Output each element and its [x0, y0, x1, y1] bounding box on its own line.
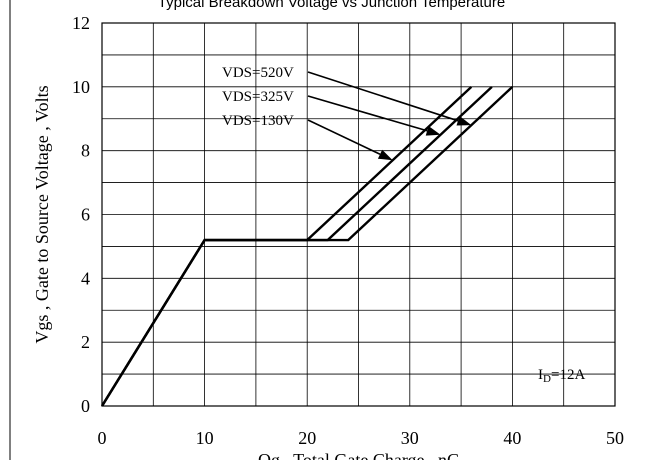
series-arrow	[307, 71, 459, 122]
x-tick-label: 10	[196, 428, 214, 448]
x-tick-label: 30	[401, 428, 419, 448]
series-line	[100, 85, 473, 407]
x-tick-labels: 0 10 20 30 40 50	[98, 428, 625, 448]
series-lines	[100, 85, 514, 407]
x-tick-label: 20	[298, 428, 316, 448]
series-labels: VDS=520V VDS=325V VDS=130V	[222, 65, 472, 161]
series-arrowhead	[377, 149, 393, 161]
x-axis-label: Qg , Total Gate Charge , nC	[258, 450, 459, 460]
chart-title: Typical Breakdown Voltage vs Junction Te…	[157, 0, 506, 11]
y-tick-label: 6	[81, 205, 90, 225]
x-tick-label: 0	[98, 428, 107, 448]
series-arrowhead	[456, 116, 472, 126]
series-arrow	[307, 119, 381, 155]
x-tick-label: 40	[503, 428, 521, 448]
y-tick-label: 12	[72, 13, 90, 33]
y-tick-label: 10	[72, 77, 90, 97]
series-arrowhead	[425, 125, 441, 136]
y-axis-label: Vgs , Gate to Source Voltage , Volts	[32, 85, 52, 343]
x-tick-label: 50	[606, 428, 624, 448]
series-label: VDS=130V	[222, 113, 294, 129]
y-tick-label: 2	[81, 332, 90, 352]
current-annotation: ID=12A	[538, 367, 585, 385]
y-tick-label: 0	[81, 396, 90, 416]
grid	[102, 23, 615, 406]
plot-area	[101, 22, 616, 407]
series-arrow	[307, 95, 428, 132]
series-label: VDS=325V	[222, 89, 294, 105]
y-tick-label: 8	[81, 141, 90, 161]
y-tick-label: 4	[81, 268, 90, 288]
series-label: VDS=520V	[222, 65, 294, 81]
y-tick-labels: 0 2 4 6 8 10 12	[72, 13, 90, 416]
